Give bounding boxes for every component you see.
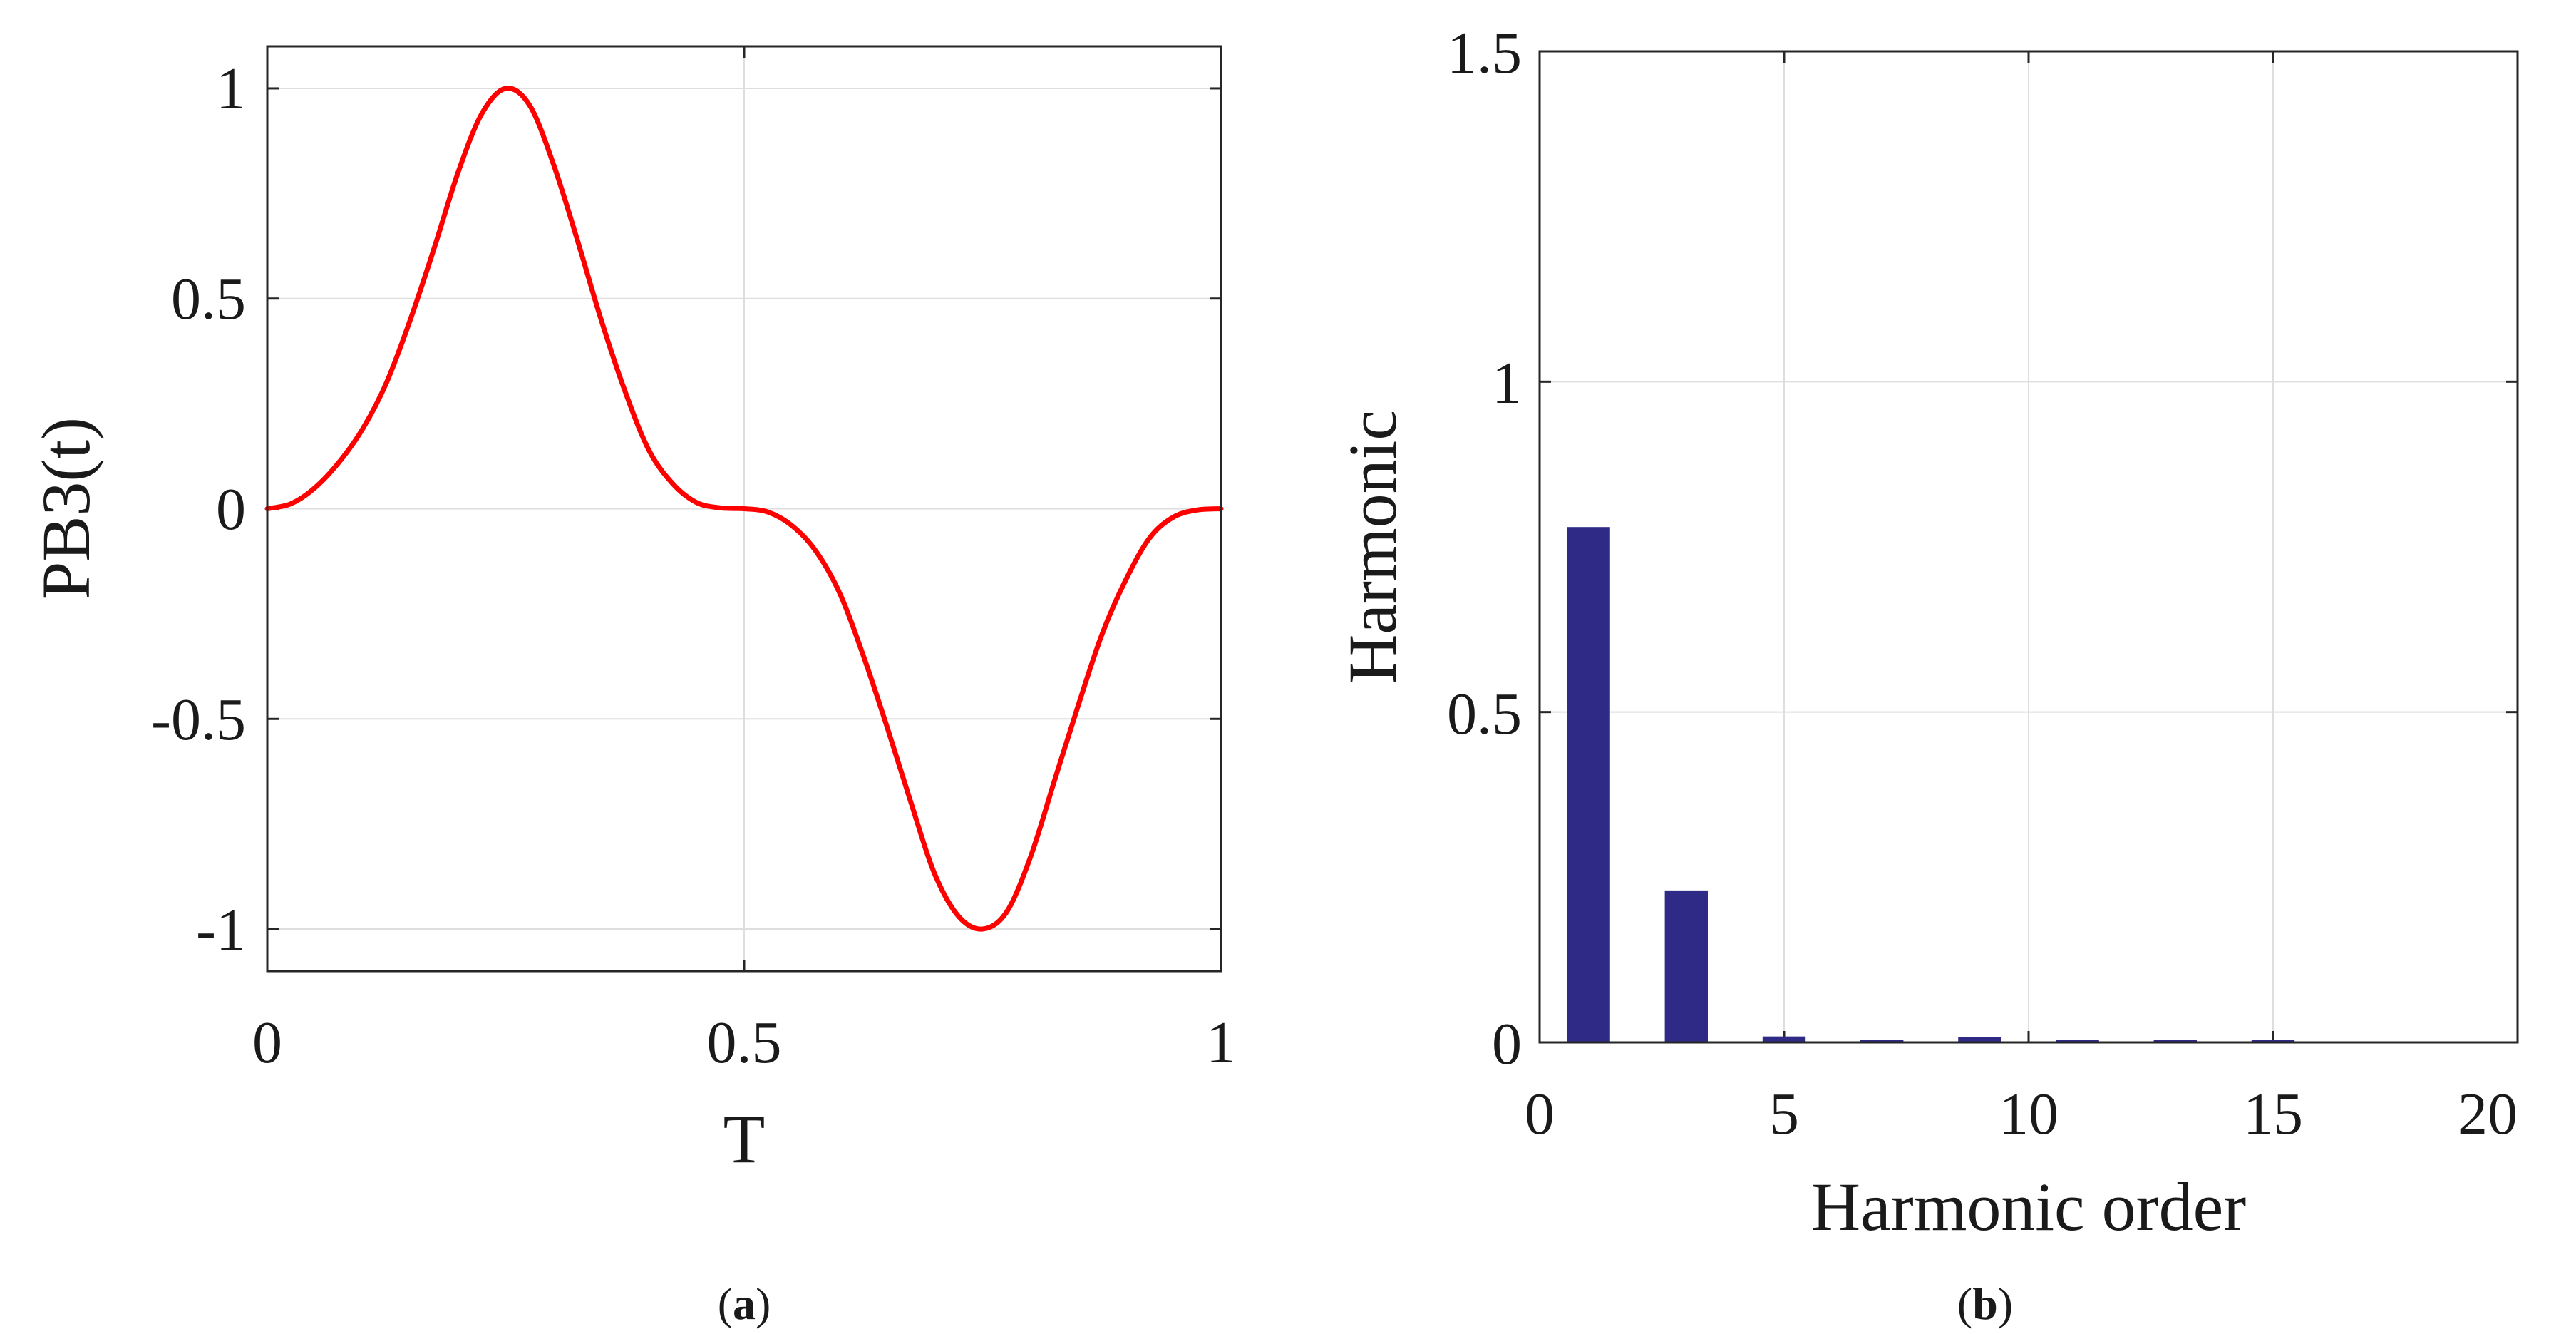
panel-a-x-tick-label: 0 [252,1010,282,1076]
panel-b-y-tick-label: 0.5 [1447,681,1522,747]
panel-b-x-tick-label: 20 [2458,1081,2518,1147]
panel-b-y-axis-label: Harmonic [1334,410,1411,684]
panel-b-axes-box [1538,50,2519,1044]
panel-a-y-tick-label: 0 [216,476,246,543]
panel-a-y-tick-label: -0.5 [151,687,246,753]
panel-b-bar [1762,1036,1806,1042]
panel-a-y-tick-label: -1 [196,897,246,963]
panel-b-x-tick-label: 5 [1769,1081,1799,1147]
panel-a-x-tick-label: 0.5 [707,1010,782,1076]
panel-a-y-tick-labels: 1 0.5 0 -0.5 -1 [151,56,246,963]
panel-b-y-tick-labels: 0 0.5 1 1.5 [1447,20,1522,1077]
panel-a-x-tick-label: 1 [1206,1010,1236,1076]
panel-b-y-tick-label: 0 [1492,1011,1522,1077]
panel-a-series-line [264,86,1224,932]
panel-b-bar [1664,890,1708,1042]
panel-a-x-axis-label: T [723,1101,766,1177]
panel-b-bar [1958,1037,2001,1042]
panel-a-y-tick-label: 0.5 [171,266,246,332]
panel-a-line-chart: 1 0.5 0 -0.5 -1 0 0.5 1 T PB3(t) (a) [28,45,1236,1329]
panel-b-x-axis-label: Harmonic order [1811,1169,2246,1245]
panel-b-x-tick-label: 0 [1525,1081,1555,1147]
panel-a-caption-letter: a [733,1278,756,1329]
panel-b-bar-chart: 0 0.5 1 1.5 0 5 10 15 20 Harmonic order … [1334,20,2519,1329]
panel-b-bar [1567,527,1610,1042]
panel-b-x-tick-label: 10 [1999,1081,2059,1147]
panel-a-caption: (a) [718,1278,771,1329]
panel-a-x-tick-labels: 0 0.5 1 [252,1010,1236,1076]
panel-b-bars [1567,527,2295,1042]
panel-b-bar [1860,1040,1904,1042]
panel-a-y-tick-label: 1 [216,56,246,122]
panel-b-x-tick-labels: 0 5 10 15 20 [1525,1081,2518,1147]
panel-b-caption: (b) [1957,1278,2013,1329]
panel-b-caption-letter: b [1972,1278,1998,1329]
panel-a-y-axis-label: PB3(t) [28,417,104,600]
panel-a-series [264,86,1224,932]
panel-b-y-tick-label: 1.5 [1447,20,1522,86]
panel-b-y-tick-label: 1 [1492,350,1522,416]
panel-a-axes-box [266,45,1222,973]
panel-b-x-tick-label: 15 [2243,1081,2303,1147]
